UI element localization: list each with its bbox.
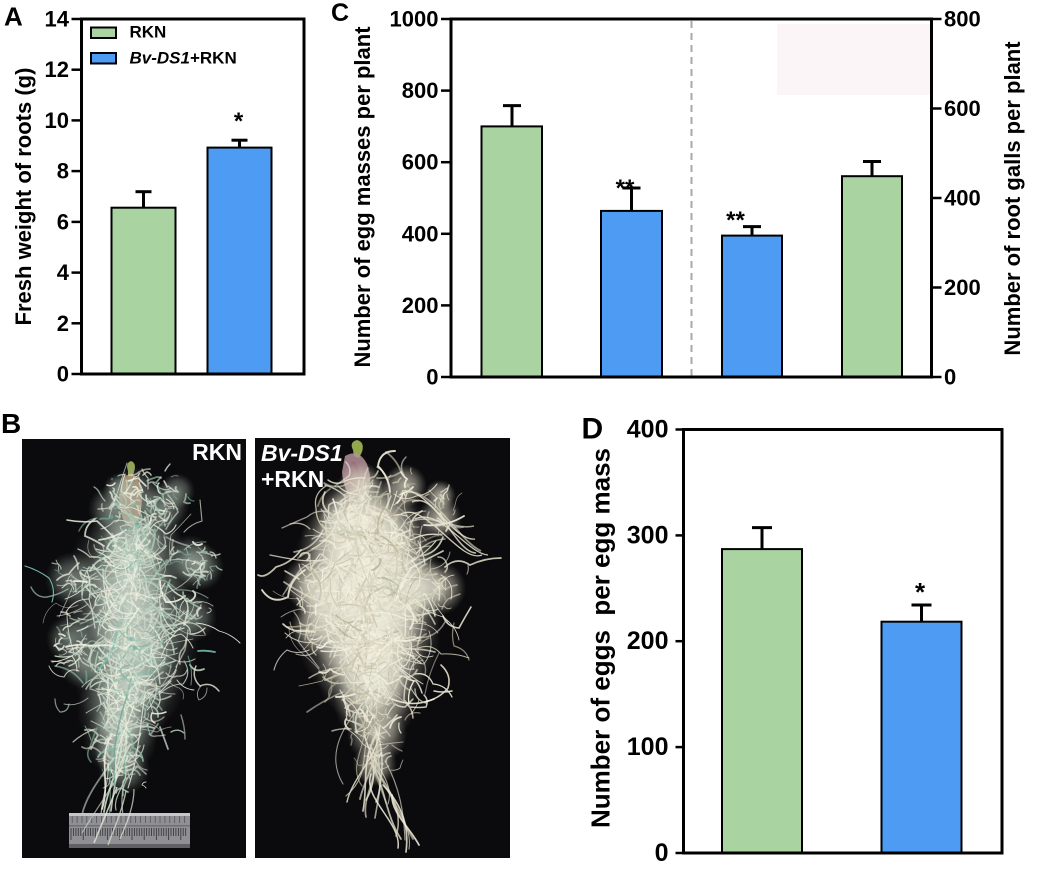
svg-text:0: 0 [944,365,956,390]
svg-text:6: 6 [57,209,69,234]
svg-text:RKN: RKN [130,22,167,41]
svg-text:A: A [4,2,23,32]
svg-text:200: 200 [944,275,981,300]
svg-text:0: 0 [655,839,669,866]
svg-text:RKN: RKN [192,439,242,465]
svg-text:C: C [331,0,349,27]
svg-text:+RKN: +RKN [261,466,324,492]
svg-text:100: 100 [627,733,669,761]
svg-text:Number of eggs per egg mass: Number of eggs per egg mass [586,448,616,828]
svg-text:Fresh weight of roots (g): Fresh weight of roots (g) [11,68,36,326]
svg-text:Number of egg masses per plant: Number of egg masses per plant [350,26,375,368]
svg-text:600: 600 [402,150,439,175]
svg-text:2: 2 [57,311,69,336]
svg-text:10: 10 [45,108,69,133]
svg-text:Bv-DS1: Bv-DS1 [261,440,343,466]
svg-text:Bv-DS1+RKN: Bv-DS1+RKN [130,49,237,68]
svg-text:800: 800 [944,7,981,32]
svg-text:D: D [582,413,604,446]
svg-text:**: ** [616,175,635,202]
svg-text:**: ** [726,207,745,234]
svg-text:0: 0 [57,362,69,387]
svg-text:800: 800 [402,78,439,103]
svg-text:600: 600 [944,96,981,121]
svg-text:4: 4 [57,260,70,285]
svg-text:*: * [915,577,926,607]
svg-text:*: * [234,108,244,135]
svg-text:300: 300 [627,521,669,549]
svg-text:Number of root galls per plant: Number of root galls per plant [1000,41,1025,356]
svg-text:8: 8 [57,159,69,184]
svg-text:14: 14 [45,7,70,32]
svg-text:1000: 1000 [390,7,439,32]
svg-text:200: 200 [627,627,669,655]
svg-text:12: 12 [45,57,69,82]
svg-text:0: 0 [426,365,438,390]
svg-text:400: 400 [944,186,981,211]
svg-text:B: B [1,408,21,439]
svg-text:400: 400 [627,416,669,444]
svg-text:200: 200 [402,293,439,318]
svg-text:400: 400 [402,221,439,246]
